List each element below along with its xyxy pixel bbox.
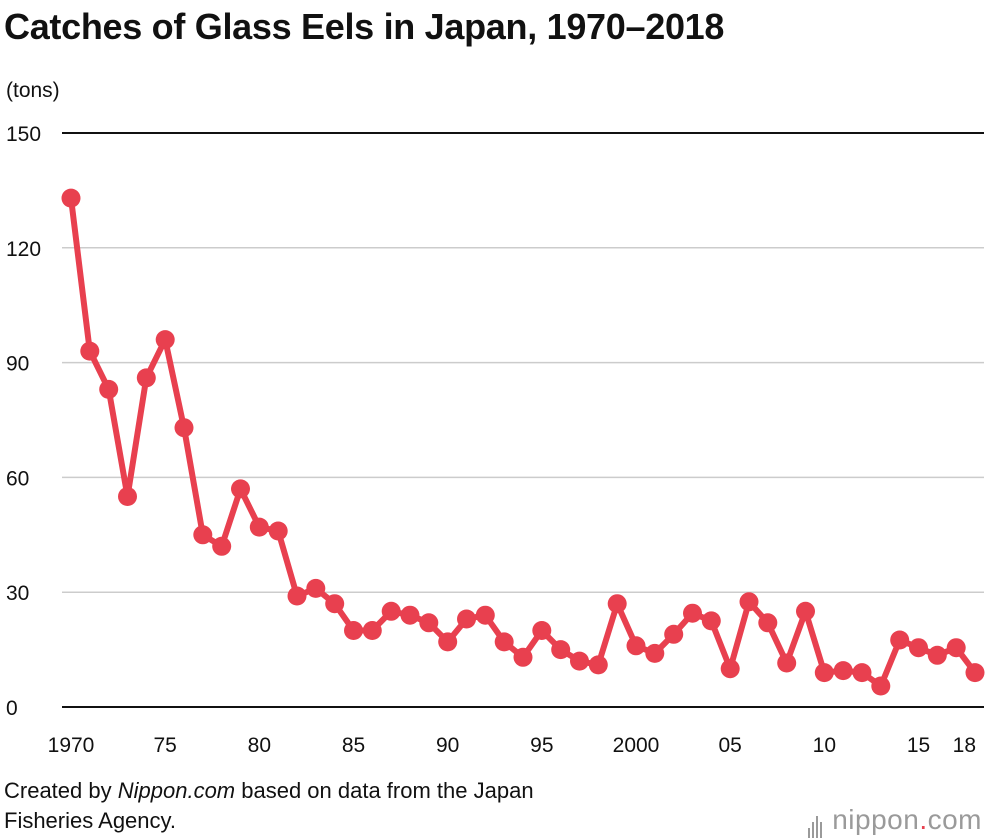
y-tick-labels: 0 30 60 90 120 150 bbox=[6, 123, 41, 720]
data-point bbox=[268, 521, 288, 541]
x-tick-label: 10 bbox=[813, 734, 836, 757]
data-point bbox=[814, 663, 834, 683]
data-point bbox=[739, 592, 759, 612]
data-point bbox=[909, 638, 928, 658]
data-point bbox=[946, 638, 966, 658]
logo-main: nippon bbox=[832, 804, 920, 835]
y-tick-label: 0 bbox=[6, 697, 18, 720]
x-tick-label: 15 bbox=[907, 734, 930, 757]
data-point bbox=[758, 613, 778, 633]
data-point bbox=[136, 368, 156, 388]
data-point bbox=[457, 609, 476, 629]
data-point bbox=[99, 379, 119, 399]
data-point bbox=[494, 632, 514, 652]
data-point bbox=[852, 663, 872, 683]
data-point bbox=[475, 605, 495, 625]
data-point bbox=[344, 621, 363, 640]
data-point bbox=[570, 651, 589, 671]
data-point bbox=[890, 630, 910, 650]
y-axis-unit-label: (tons) bbox=[6, 79, 60, 102]
series-points bbox=[61, 188, 985, 696]
logo-dot: . bbox=[919, 804, 928, 835]
logo-tail: com bbox=[927, 804, 982, 835]
data-point bbox=[212, 536, 232, 556]
source-note: Created by Nippon.com based on data from… bbox=[4, 776, 534, 836]
x-tick-label: 05 bbox=[718, 734, 741, 757]
data-point bbox=[287, 586, 307, 606]
data-point bbox=[438, 632, 458, 652]
data-point bbox=[683, 603, 702, 623]
data-point bbox=[551, 640, 571, 660]
y-tick-label: 120 bbox=[6, 238, 41, 261]
data-point bbox=[174, 418, 194, 438]
data-point bbox=[325, 594, 345, 614]
data-point bbox=[588, 655, 608, 675]
data-point bbox=[306, 578, 326, 598]
data-point bbox=[645, 643, 665, 663]
x-tick-label: 75 bbox=[153, 734, 176, 757]
data-point bbox=[513, 647, 533, 667]
x-tick-label: 90 bbox=[436, 734, 459, 757]
data-point bbox=[362, 621, 382, 640]
data-point bbox=[965, 663, 985, 683]
data-point bbox=[155, 330, 175, 350]
y-tick-label: 60 bbox=[6, 467, 29, 490]
source-prefix: Created by bbox=[4, 778, 118, 803]
source-line2: Fisheries Agency. bbox=[4, 808, 177, 833]
chart-title: Catches of Glass Eels in Japan, 1970–201… bbox=[4, 6, 725, 47]
data-point bbox=[80, 341, 100, 361]
x-tick-label: 1970 bbox=[48, 734, 95, 757]
gridlines bbox=[62, 132, 984, 708]
data-point bbox=[927, 645, 947, 665]
data-point bbox=[626, 636, 646, 656]
y-tick-label: 30 bbox=[6, 582, 29, 605]
data-point bbox=[701, 611, 721, 631]
x-tick-label: 18 bbox=[953, 734, 976, 757]
data-point bbox=[871, 676, 891, 696]
data-point bbox=[61, 188, 81, 208]
x-tick-label: 80 bbox=[248, 734, 271, 757]
source-suffix: based on data from the Japan bbox=[235, 778, 534, 803]
data-point bbox=[249, 517, 269, 537]
data-point bbox=[532, 621, 552, 640]
y-tick-label: 90 bbox=[6, 353, 29, 376]
data-point bbox=[400, 605, 420, 625]
nippon-logo: nippon.com bbox=[808, 804, 982, 838]
data-point bbox=[833, 661, 853, 681]
series-line bbox=[68, 195, 978, 689]
source-brand: Nippon.com bbox=[117, 778, 236, 803]
x-tick-labels: 1970 75 80 85 90 95 2000 05 10 15 18 bbox=[48, 734, 976, 757]
data-point bbox=[607, 594, 627, 614]
x-tick-label: 95 bbox=[530, 734, 553, 757]
logo-bars-icon bbox=[808, 806, 824, 838]
data-point bbox=[231, 479, 250, 499]
x-tick-label: 2000 bbox=[613, 734, 660, 757]
x-tick-label: 85 bbox=[342, 734, 365, 757]
data-point bbox=[381, 601, 401, 621]
data-point bbox=[664, 624, 684, 644]
data-point bbox=[777, 653, 797, 673]
data-point bbox=[720, 659, 740, 679]
data-point bbox=[796, 601, 815, 621]
series-line-layer bbox=[68, 195, 978, 689]
y-tick-label: 150 bbox=[6, 123, 41, 146]
data-point bbox=[419, 613, 439, 633]
data-point bbox=[118, 487, 137, 506]
line-chart: 0 30 60 90 120 150 1970 75 80 85 90 95 2000 05 10 15 18 bbox=[6, 123, 985, 757]
data-point bbox=[193, 525, 213, 545]
